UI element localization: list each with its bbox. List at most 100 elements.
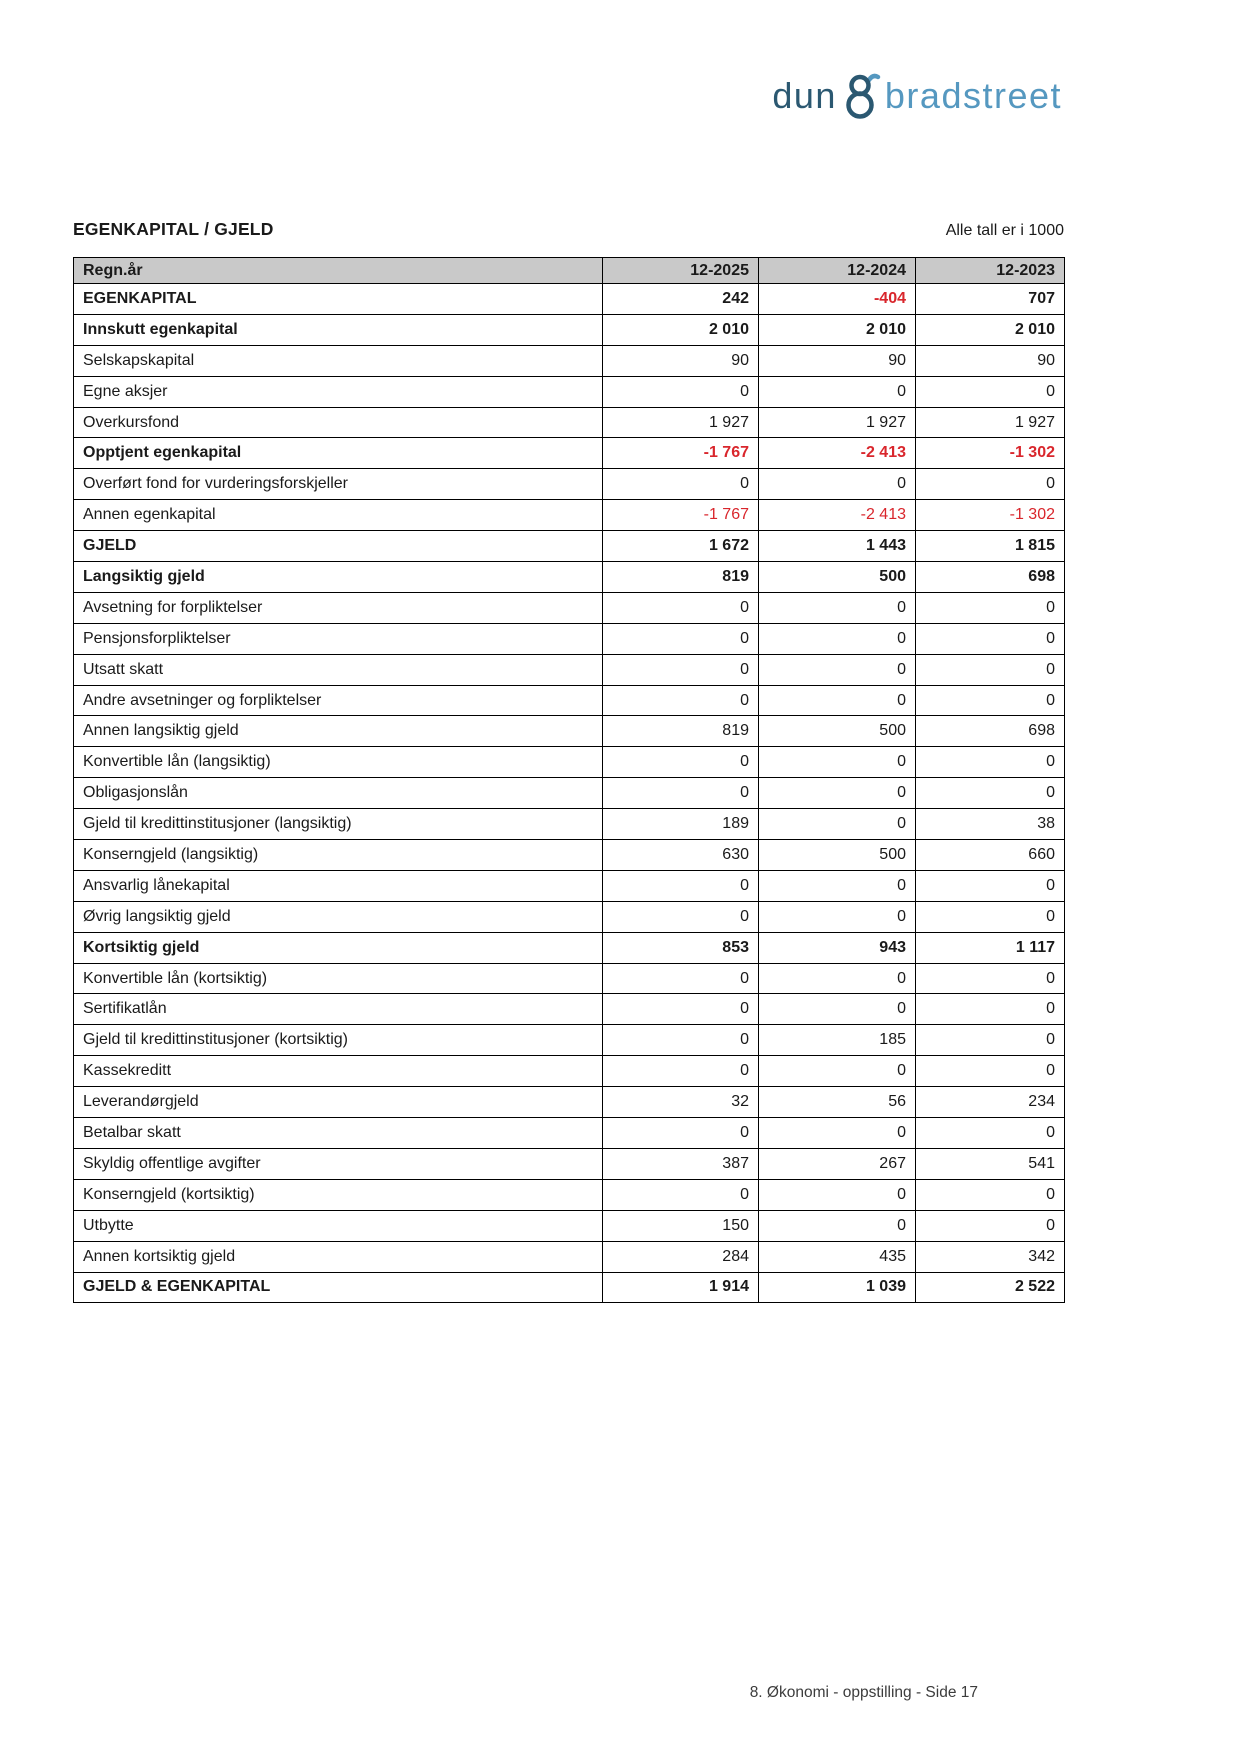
logo-text-bradstreet: bradstreet — [884, 75, 1062, 116]
cell-value: 853 — [602, 931, 759, 964]
cell-value: 0 — [602, 1024, 759, 1057]
column-header-12-2025: 12-2025 — [602, 257, 759, 284]
cell-value: 0 — [758, 684, 916, 717]
row-label: GJELD — [73, 530, 603, 563]
cell-value: 189 — [602, 808, 759, 841]
cell-value: 630 — [602, 839, 759, 871]
cell-value: 0 — [915, 1024, 1065, 1057]
cell-value: 0 — [915, 468, 1065, 501]
row-label: Konvertible lån (langsiktig) — [73, 746, 603, 779]
table-row: Overkursfond 1 927 1 927 1 927 — [73, 406, 1065, 439]
cell-value: 0 — [602, 622, 759, 655]
table-row: Betalbar skatt 0 0 0 — [73, 1117, 1065, 1149]
table-title-row: EGENKAPITAL / GJELD Alle tall er i 1000 — [73, 219, 1064, 240]
table-row: Gjeld til kredittinstitusjoner (langsikt… — [73, 808, 1065, 841]
row-label: Betalbar skatt — [73, 1117, 603, 1149]
cell-value: 0 — [915, 622, 1065, 655]
cell-value: 0 — [758, 1178, 916, 1211]
cell-value: 0 — [602, 900, 759, 933]
cell-value: 0 — [602, 869, 759, 902]
cell-value: 342 — [915, 1240, 1065, 1273]
table-row: Langsiktig gjeld 819 500 698 — [73, 561, 1065, 593]
row-label: Overført fond for vurderingsforskjeller — [73, 468, 603, 501]
equity-debt-table: Regn.år 12-2025 12-2024 12-2023 EGENKAPI… — [73, 257, 1065, 1304]
cell-value: 90 — [758, 344, 916, 377]
table-row: Innskutt egenkapital 2 010 2 010 2 010 — [73, 313, 1065, 346]
cell-value: 0 — [602, 1178, 759, 1211]
table-row: Egne aksjer 0 0 0 — [73, 375, 1065, 408]
row-label: Gjeld til kredittinstitusjoner (langsikt… — [73, 808, 603, 841]
table-row: Annen kortsiktig gjeld 284 435 342 — [73, 1240, 1065, 1273]
cell-value: 0 — [758, 1209, 916, 1242]
row-label: Avsetning for forpliktelser — [73, 591, 603, 624]
cell-value: -1 767 — [602, 499, 759, 532]
row-label: Annen kortsiktig gjeld — [73, 1240, 603, 1273]
cell-value: 267 — [758, 1147, 916, 1180]
table-row: Øvrig langsiktig gjeld 0 0 0 — [73, 900, 1065, 933]
cell-value: 0 — [602, 777, 759, 810]
cell-value: 0 — [758, 869, 916, 902]
cell-value: 0 — [915, 1209, 1065, 1242]
row-label: Konvertible lån (kortsiktig) — [73, 962, 603, 995]
row-label: Obligasjonslån — [73, 777, 603, 810]
cell-value: 150 — [602, 1209, 759, 1242]
dun-bradstreet-logo: dun bradstreet — [772, 72, 1062, 120]
cell-value: -404 — [758, 283, 916, 315]
row-label: Utbytte — [73, 1209, 603, 1242]
table-row: Konvertible lån (kortsiktig) 0 0 0 — [73, 962, 1065, 995]
row-label: Konserngjeld (kortsiktig) — [73, 1178, 603, 1211]
row-label: Gjeld til kredittinstitusjoner (kortsikt… — [73, 1024, 603, 1057]
cell-value: 2 010 — [915, 313, 1065, 346]
row-label: Annen langsiktig gjeld — [73, 715, 603, 748]
row-label: Kortsiktig gjeld — [73, 931, 603, 964]
table-row: Annen egenkapital -1 767 -2 413 -1 302 — [73, 499, 1065, 532]
cell-value: 0 — [915, 1117, 1065, 1149]
cell-value: 0 — [758, 468, 916, 501]
cell-value: 819 — [602, 561, 759, 593]
cell-value: 1 927 — [915, 406, 1065, 439]
cell-value: 0 — [915, 653, 1065, 686]
cell-value: 185 — [758, 1024, 916, 1057]
cell-value: 0 — [915, 684, 1065, 717]
cell-value: 500 — [758, 715, 916, 748]
units-note: Alle tall er i 1000 — [945, 222, 1064, 239]
cell-value: 707 — [915, 283, 1065, 315]
cell-value: 387 — [602, 1147, 759, 1180]
row-label: Langsiktig gjeld — [73, 561, 603, 593]
row-label: Andre avsetninger og forpliktelser — [73, 684, 603, 717]
table-row: Obligasjonslån 0 0 0 — [73, 777, 1065, 810]
cell-value: 943 — [758, 931, 916, 964]
cell-value: 0 — [915, 375, 1065, 408]
cell-value: 0 — [915, 1178, 1065, 1211]
cell-value: 0 — [915, 1055, 1065, 1088]
cell-value: 0 — [758, 653, 916, 686]
cell-value: -1 302 — [915, 499, 1065, 532]
table-row: Utbytte 150 0 0 — [73, 1209, 1065, 1242]
table-row: Avsetning for forpliktelser 0 0 0 — [73, 591, 1065, 624]
cell-value: 0 — [915, 746, 1065, 779]
cell-value: 500 — [758, 561, 916, 593]
cell-value: 0 — [758, 900, 916, 933]
cell-value: 0 — [602, 746, 759, 779]
cell-value: -1 302 — [915, 437, 1065, 470]
table-row: Opptjent egenkapital -1 767 -2 413 -1 302 — [73, 437, 1065, 470]
section-title: EGENKAPITAL / GJELD — [73, 219, 274, 239]
table-row: GJELD 1 672 1 443 1 815 — [73, 530, 1065, 563]
cell-value: 0 — [915, 900, 1065, 933]
cell-value: 1 914 — [602, 1271, 759, 1304]
cell-value: 0 — [915, 777, 1065, 810]
cell-value: 1 927 — [758, 406, 916, 439]
table-row: Utsatt skatt 0 0 0 — [73, 653, 1065, 686]
table-row: Pensjonsforpliktelser 0 0 0 — [73, 622, 1065, 655]
cell-value: 0 — [758, 1117, 916, 1149]
row-label: Konserngjeld (langsiktig) — [73, 839, 603, 871]
cell-value: 1 927 — [602, 406, 759, 439]
table-row: Kassekreditt 0 0 0 — [73, 1055, 1065, 1088]
cell-value: 0 — [758, 1055, 916, 1088]
table-body: EGENKAPITAL 242 -404 707 Innskutt egenkapita… — [73, 283, 1065, 1304]
cell-value: -2 413 — [758, 499, 916, 532]
cell-value: 0 — [915, 993, 1065, 1026]
row-label: Pensjonsforpliktelser — [73, 622, 603, 655]
cell-value: 0 — [758, 808, 916, 841]
cell-value: -1 767 — [602, 437, 759, 470]
